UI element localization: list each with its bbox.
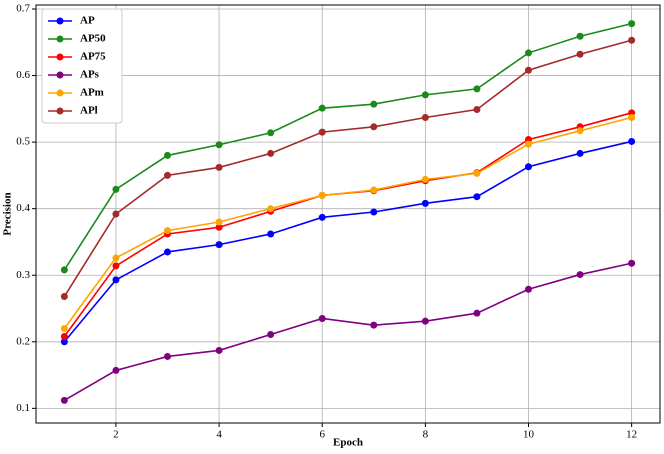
- marker: [473, 106, 481, 113]
- marker: [164, 227, 172, 235]
- series-line: [63, 262, 632, 402]
- marker: [421, 91, 429, 99]
- marker: [112, 210, 120, 218]
- marker: [60, 324, 68, 332]
- marker: [318, 128, 326, 136]
- y-tick-label: 0.7: [16, 3, 30, 15]
- y-tick-label: 0.2: [16, 335, 30, 347]
- legend-marker: [56, 71, 64, 79]
- y-tick-label: 0.4: [16, 202, 30, 214]
- marker: [267, 330, 275, 338]
- marker: [473, 85, 481, 93]
- marker: [473, 193, 481, 201]
- marker: [215, 223, 223, 231]
- legend-marker: [56, 53, 64, 61]
- marker: [370, 208, 378, 216]
- marker: [112, 254, 120, 262]
- legend-label: AP: [80, 15, 95, 27]
- marker: [112, 185, 120, 193]
- marker: [267, 205, 275, 213]
- legend-marker: [56, 107, 64, 115]
- marker: [215, 346, 223, 354]
- marker: [524, 285, 532, 293]
- marker: [215, 141, 223, 149]
- legend-label: APs: [80, 69, 100, 81]
- x-tick-label: 2: [113, 429, 119, 441]
- legend-marker: [56, 17, 64, 25]
- marker: [524, 163, 532, 171]
- legend-marker: [56, 89, 64, 97]
- marker: [318, 213, 326, 221]
- marker: [164, 151, 172, 159]
- legend-marker: [56, 35, 64, 43]
- x-tick-label: 4: [216, 429, 222, 441]
- marker: [164, 171, 172, 179]
- marker: [421, 317, 429, 325]
- marker: [576, 127, 584, 135]
- y-tick-label: 0.3: [16, 269, 30, 281]
- legend-label: AP75: [80, 51, 106, 63]
- series-line: [63, 116, 632, 329]
- marker: [628, 36, 636, 44]
- marker: [524, 66, 532, 74]
- x-axis-label: Epoch: [333, 437, 363, 449]
- marker: [60, 332, 68, 340]
- series-line: [63, 140, 632, 343]
- marker: [60, 266, 68, 274]
- marker: [112, 366, 120, 374]
- x-tick-label: 6: [319, 429, 325, 441]
- x-tick-label: 8: [423, 429, 429, 441]
- marker: [370, 186, 378, 194]
- marker: [628, 20, 636, 28]
- plot-frame: [35, 4, 661, 424]
- legend-label: APl: [80, 105, 98, 117]
- legend-label: APm: [80, 87, 104, 99]
- marker: [60, 338, 68, 346]
- marker: [473, 169, 481, 177]
- marker: [164, 352, 172, 360]
- marker: [524, 49, 532, 57]
- series-line: [63, 22, 632, 271]
- marker: [628, 113, 636, 121]
- marker: [60, 293, 68, 301]
- marker: [576, 50, 584, 58]
- y-axis-label: Precision: [2, 192, 14, 235]
- marker: [576, 271, 584, 279]
- marker: [215, 218, 223, 226]
- marker: [524, 140, 532, 148]
- marker: [267, 129, 275, 137]
- marker: [215, 241, 223, 249]
- marker: [215, 163, 223, 171]
- x-tick-label: 12: [626, 429, 637, 441]
- series-line: [63, 39, 632, 297]
- y-tick-label: 0.1: [16, 402, 30, 414]
- marker: [318, 191, 326, 199]
- marker: [576, 149, 584, 157]
- marker: [628, 137, 636, 145]
- marker: [421, 199, 429, 207]
- marker: [318, 104, 326, 112]
- marker: [628, 259, 636, 267]
- marker: [112, 262, 120, 270]
- marker: [267, 230, 275, 238]
- marker: [370, 321, 378, 329]
- y-tick-label: 0.5: [16, 136, 30, 148]
- series-line: [63, 112, 632, 337]
- marker: [421, 113, 429, 121]
- marker: [164, 248, 172, 256]
- marker: [60, 396, 68, 404]
- x-tick-label: 10: [523, 429, 535, 441]
- marker: [370, 123, 378, 131]
- marker: [112, 276, 120, 284]
- marker: [267, 149, 275, 157]
- marker: [318, 315, 326, 322]
- y-tick-label: 0.6: [16, 69, 30, 81]
- legend-label: AP50: [80, 33, 106, 45]
- marker: [370, 100, 378, 108]
- marker: [576, 32, 584, 40]
- marker: [473, 309, 481, 317]
- marker: [421, 175, 429, 183]
